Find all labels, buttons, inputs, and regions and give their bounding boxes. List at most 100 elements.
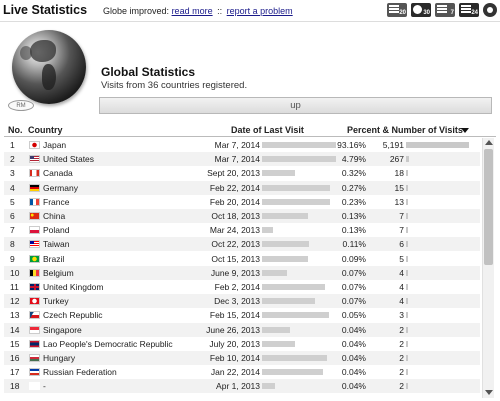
notice-line: Globe improved: read more :: report a pr… xyxy=(103,6,293,16)
recency-bar xyxy=(262,355,328,361)
globe-widget[interactable]: RM xyxy=(8,30,90,111)
table-row[interactable]: 16 Hungary Feb 10, 2014 0.04% 2 xyxy=(4,351,480,365)
table-row[interactable]: 17 Russian Federation Jan 22, 2014 0.04% 2 xyxy=(4,365,480,379)
globe-icon[interactable] xyxy=(12,30,86,104)
visit-percent: 0.32% xyxy=(341,168,366,179)
visit-percent: 0.04% xyxy=(341,324,366,335)
visit-percent: 0.13% xyxy=(341,211,366,221)
scroll-thumb[interactable] xyxy=(484,149,493,265)
row-number: 13 xyxy=(10,310,20,321)
stats-subtitle: Visits from 36 countries registered. xyxy=(101,80,248,91)
last-visit-date: Apr 1, 2013 xyxy=(216,381,260,392)
visit-share-bar xyxy=(406,383,408,390)
stats-title: Global Statistics xyxy=(101,65,196,79)
visit-count: 13 xyxy=(394,196,404,207)
visit-share-bar xyxy=(406,255,408,262)
up-button[interactable]: up xyxy=(99,97,492,114)
visit-count: 7 xyxy=(399,211,404,221)
visit-share-bar xyxy=(406,142,470,148)
last-visit-date: Feb 10, 2014 xyxy=(209,353,260,363)
visit-count: 15 xyxy=(394,182,404,193)
recency-bar xyxy=(262,142,336,148)
separator: :: xyxy=(217,6,223,16)
flag-icon xyxy=(29,297,40,306)
table-row[interactable]: 6 China Oct 18, 2013 0.13% 7 xyxy=(4,209,480,223)
sort-desc-icon[interactable] xyxy=(461,128,469,133)
country-name: France xyxy=(43,196,70,207)
visit-share-bar xyxy=(406,340,408,347)
table-row[interactable]: 7 Poland Mar 24, 2013 0.13% 7 xyxy=(4,223,480,237)
visit-count: 2 xyxy=(399,324,404,335)
visit-share-bar xyxy=(406,312,408,319)
toolbar-20-icon[interactable]: 20 xyxy=(387,3,407,17)
table-row[interactable]: 18 - Apr 1, 2013 0.04% 2 xyxy=(4,379,480,394)
toolbar-24-label: 24 xyxy=(471,10,478,16)
row-number: 17 xyxy=(10,367,20,378)
toolbar-globe-icon[interactable]: 30 xyxy=(411,3,431,17)
rm-badge[interactable]: RM xyxy=(8,100,34,111)
country-name: Canada xyxy=(43,168,73,179)
visit-percent: 0.27% xyxy=(341,182,366,193)
recency-bar xyxy=(262,383,275,390)
col-country[interactable]: Country xyxy=(28,125,63,135)
col-percent[interactable]: Percent & Number of Visits xyxy=(347,125,463,135)
table-row[interactable]: 9 Brazil Oct 15, 2013 0.09% 5 xyxy=(4,252,480,266)
last-visit-date: June 9, 2013 xyxy=(210,267,260,278)
visit-share-bar xyxy=(406,227,408,234)
read-more-link[interactable]: read more xyxy=(171,6,213,16)
table-row[interactable]: 1 Japan Mar 7, 2014 93.16% 5,191 xyxy=(4,138,480,152)
col-no[interactable]: No. xyxy=(8,125,23,135)
flag-icon xyxy=(29,254,40,263)
recency-bar xyxy=(262,170,296,177)
last-visit-date: Feb 20, 2014 xyxy=(209,196,260,207)
row-number: 5 xyxy=(10,196,15,207)
scrollbar[interactable] xyxy=(482,138,494,398)
table-row[interactable]: 12 Turkey Dec 3, 2013 0.07% 4 xyxy=(4,294,480,309)
last-visit-date: Jan 22, 2014 xyxy=(210,367,260,378)
recency-bar xyxy=(262,255,308,262)
country-table: No. Country Date of Last Visit Percent &… xyxy=(4,122,496,398)
row-number: 18 xyxy=(10,381,20,392)
table-row[interactable]: 4 Germany Feb 22, 2014 0.27% 15 xyxy=(4,180,480,195)
gear-icon[interactable] xyxy=(483,3,497,17)
visit-count: 2 xyxy=(399,338,404,349)
visit-share-bar xyxy=(406,184,408,191)
visit-percent: 4.79% xyxy=(341,154,366,165)
table-row[interactable]: 10 Belgium June 9, 2013 0.07% 4 xyxy=(4,265,480,280)
table-row[interactable]: 13 Czech Republic Feb 15, 2014 0.05% 3 xyxy=(4,308,480,322)
row-number: 4 xyxy=(10,182,15,193)
recency-bar xyxy=(262,284,325,290)
app-title: Live Statistics xyxy=(3,3,88,17)
table-row[interactable]: 11 United Kingdom Feb 2, 2014 0.07% 4 xyxy=(4,280,480,294)
report-problem-link[interactable]: report a problem xyxy=(226,6,293,16)
toolbar-20-label: 20 xyxy=(399,10,406,16)
row-number: 16 xyxy=(10,353,20,363)
table-row[interactable]: 5 France Feb 20, 2014 0.23% 13 xyxy=(4,195,480,209)
table-row[interactable]: 14 Singapore June 26, 2013 0.04% 2 xyxy=(4,322,480,337)
table-row[interactable]: 3 Canada Sept 20, 2013 0.32% 18 xyxy=(4,166,480,180)
recency-bar xyxy=(262,184,331,191)
flag-icon xyxy=(29,283,40,291)
last-visit-date: Feb 22, 2014 xyxy=(209,182,260,193)
last-visit-date: June 26, 2013 xyxy=(206,324,260,335)
visit-share-bar xyxy=(406,284,408,290)
table-row[interactable]: 8 Taiwan Oct 22, 2013 0.11% 6 xyxy=(4,237,480,252)
scroll-down-icon[interactable] xyxy=(485,390,493,395)
scroll-up-icon[interactable] xyxy=(485,140,493,145)
visit-percent: 0.05% xyxy=(341,310,366,321)
visit-percent: 93.16% xyxy=(337,140,366,150)
col-date[interactable]: Date of Last Visit xyxy=(231,125,304,135)
row-number: 8 xyxy=(10,239,15,250)
country-name: Russian Federation xyxy=(43,367,117,378)
table-row[interactable]: 2 United States Mar 7, 2014 4.79% 267 xyxy=(4,152,480,167)
table-row[interactable]: 15 Lao People's Democratic Republic July 2… xyxy=(4,337,480,351)
row-number: 15 xyxy=(10,338,20,349)
country-name: China xyxy=(43,211,66,221)
flag-icon xyxy=(29,183,40,192)
toolbar-24h-icon[interactable]: 24 xyxy=(459,3,479,17)
toolbar-7d-icon[interactable]: 7 xyxy=(435,3,455,17)
country-name: Turkey xyxy=(43,296,69,307)
row-number: 12 xyxy=(10,296,20,307)
country-name: Singapore xyxy=(43,324,82,335)
visit-share-bar xyxy=(406,213,408,219)
